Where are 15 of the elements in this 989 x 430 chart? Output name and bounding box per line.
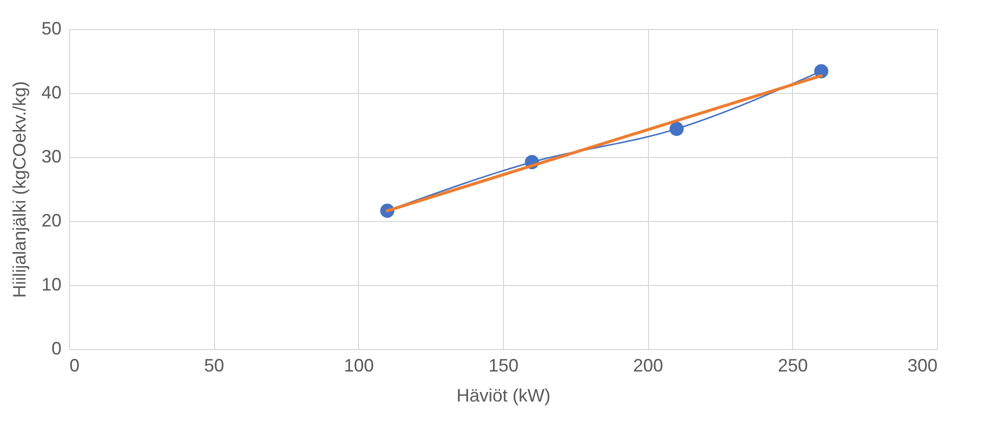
y-tick-label: 0	[51, 338, 62, 358]
x-tick-label: 50	[204, 356, 224, 376]
x-tick-label: 250	[778, 356, 808, 376]
x-tick-label: 150	[488, 356, 519, 376]
x-tick-label: 100	[344, 356, 374, 376]
y-tick-label: 10	[41, 274, 62, 294]
y-tick-label: 40	[41, 82, 62, 102]
x-tick-label: 300	[907, 356, 938, 376]
y-tick-label: 50	[41, 18, 62, 38]
y-tick-label: 30	[41, 146, 62, 166]
x-tick-label: 200	[633, 356, 664, 376]
x-axis-title: Häviöt (kW)	[456, 386, 550, 406]
x-tick-label: 0	[70, 356, 80, 376]
y-tick-label: 20	[41, 210, 62, 230]
y-axis-title: Hiilijalanjälki (kgCOekv./kg)	[9, 81, 30, 298]
